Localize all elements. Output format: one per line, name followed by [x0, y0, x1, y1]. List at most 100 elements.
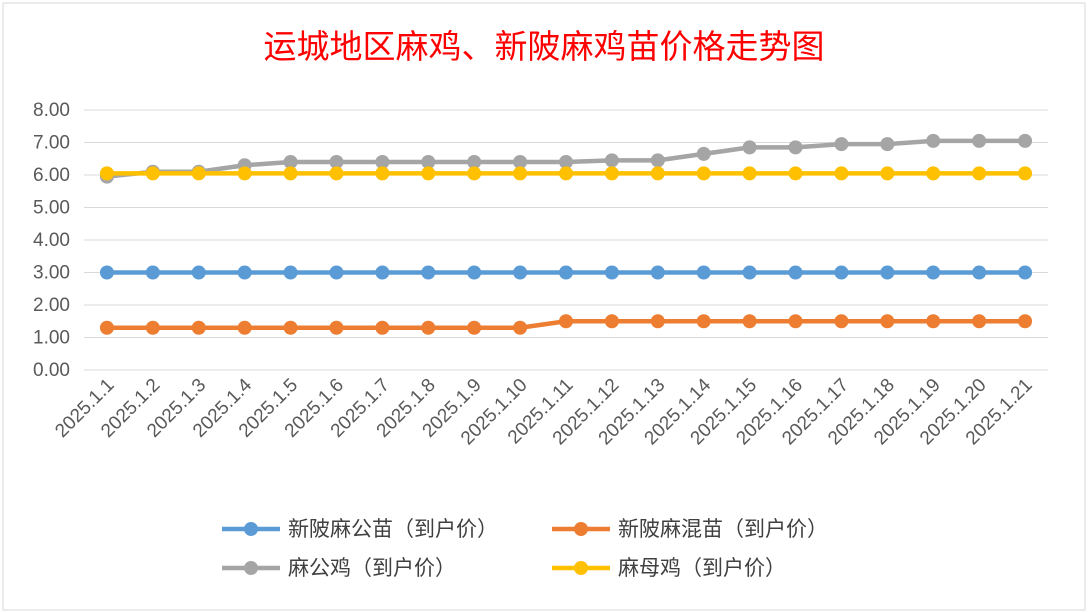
data-point: [1018, 265, 1033, 280]
data-point: [329, 265, 344, 280]
data-point: [375, 320, 390, 335]
data-point: [329, 155, 344, 169]
data-point: [513, 155, 528, 169]
data-point: [788, 265, 803, 280]
data-point: [421, 265, 436, 280]
data-point: [513, 320, 528, 335]
data-point: [421, 155, 436, 169]
data-point: [99, 320, 114, 335]
data-point: [742, 166, 757, 181]
y-tick-label: 1.00: [33, 328, 70, 349]
data-point: [99, 166, 114, 181]
data-point: [834, 265, 849, 280]
data-point: [145, 265, 160, 280]
data-point: [513, 265, 528, 280]
chart-title: 运城地区麻鸡、新陂麻鸡苗价格走势图: [264, 27, 825, 66]
y-tick-label: 5.00: [33, 198, 70, 219]
legend-item: 新陂麻混苗（到户价）: [552, 517, 828, 541]
data-point: [375, 166, 390, 181]
data-point: [696, 146, 711, 161]
y-axis: 0.00 1.00 2.00 3.00 4.00 5.00 6.00 7.00 8.00: [33, 100, 70, 381]
data-point: [650, 166, 665, 181]
legend-item: 麻公鸡（到户价）: [222, 556, 456, 580]
legend-swatch-marker: [244, 522, 258, 536]
data-point: [467, 166, 482, 181]
data-point: [696, 166, 711, 181]
data-point: [375, 265, 390, 280]
y-tick-label: 0.00: [33, 360, 70, 381]
data-point: [237, 320, 252, 335]
data-point: [283, 265, 298, 280]
data-point: [513, 166, 528, 181]
data-point: [926, 265, 941, 280]
y-tick-label: 7.00: [33, 133, 70, 154]
data-point: [972, 265, 987, 280]
legend: 新陂麻公苗（到户价） 新陂麻混苗（到户价） 麻公鸡（到户价） 麻母鸡（到户价）: [222, 517, 828, 580]
data-point: [926, 314, 941, 329]
y-tick-label: 6.00: [33, 165, 70, 186]
data-point: [788, 166, 803, 181]
data-point: [145, 320, 160, 335]
data-point: [788, 314, 803, 329]
data-point: [283, 166, 298, 181]
data-point: [1018, 133, 1033, 148]
data-point: [742, 265, 757, 280]
data-point: [559, 166, 573, 181]
data-point: [880, 137, 895, 152]
data-point: [972, 314, 987, 329]
data-point: [467, 265, 482, 280]
data-point: [972, 166, 987, 181]
legend-swatch-marker: [574, 522, 588, 536]
data-point: [559, 265, 573, 280]
data-point: [559, 155, 573, 169]
data-point: [467, 320, 482, 335]
legend-label: 新陂麻混苗（到户价）: [618, 517, 828, 541]
data-point: [696, 265, 711, 280]
data-point: [375, 155, 390, 169]
data-point: [834, 314, 849, 329]
legend-label: 麻公鸡（到户价）: [288, 556, 456, 580]
data-point: [191, 166, 206, 181]
data-point: [283, 320, 298, 335]
data-point: [237, 166, 252, 181]
y-tick-label: 8.00: [33, 100, 70, 121]
data-point: [191, 265, 206, 280]
data-point: [145, 166, 160, 181]
data-point: [650, 265, 665, 280]
y-tick-label: 4.00: [33, 230, 70, 251]
data-point: [99, 265, 114, 280]
legend-label: 麻母鸡（到户价）: [618, 556, 786, 580]
data-point: [972, 133, 987, 148]
data-point: [834, 137, 849, 152]
data-point: [421, 166, 436, 181]
data-point: [283, 155, 298, 169]
data-point: [329, 166, 344, 181]
data-point: [650, 314, 665, 329]
data-point: [880, 265, 895, 280]
series-1: [99, 265, 1033, 280]
data-point: [467, 155, 482, 169]
legend-swatch-marker: [244, 561, 258, 575]
data-point: [788, 140, 803, 155]
data-point: [926, 166, 941, 181]
y-tick-label: 2.00: [33, 295, 70, 316]
data-point: [559, 314, 573, 329]
legend-swatch-marker: [574, 561, 588, 575]
data-point: [650, 153, 665, 168]
data-point: [1018, 166, 1033, 181]
data-point: [604, 265, 619, 280]
data-point: [696, 314, 711, 329]
data-point: [191, 320, 206, 335]
data-point: [880, 314, 895, 329]
data-point: [1018, 314, 1033, 329]
series-2: [99, 314, 1033, 335]
data-point: [421, 320, 436, 335]
data-point: [834, 166, 849, 181]
data-point: [742, 314, 757, 329]
series-4: [99, 166, 1033, 181]
y-tick-label: 3.00: [33, 263, 70, 284]
series-group: [99, 133, 1033, 335]
